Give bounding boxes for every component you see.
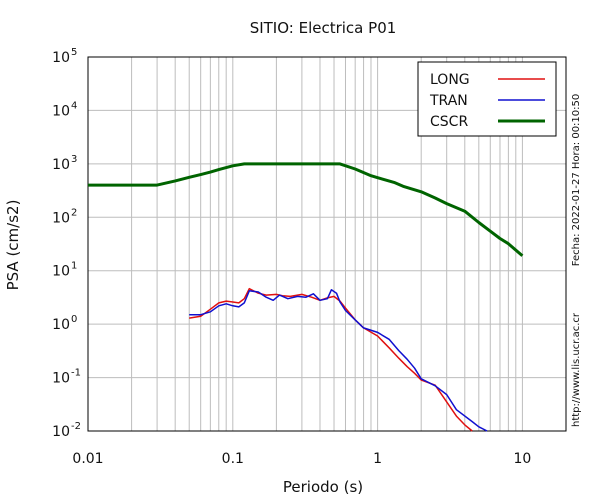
x-tick-label: 0.01 <box>72 451 103 467</box>
legend-label-tran: TRAN <box>429 93 468 109</box>
x-tick-label: 0.1 <box>222 451 244 467</box>
y-tick-exponent: 4 <box>71 100 77 111</box>
legend: LONG TRAN CSCR <box>417 61 557 137</box>
y-tick-label: 10 <box>52 424 70 440</box>
y-tick-exponent: 1 <box>71 261 77 272</box>
y-tick-label: 10 <box>52 210 70 226</box>
legend-label-long: LONG <box>430 72 470 88</box>
x-tick-label: 10 <box>513 451 531 467</box>
y-tick-label: 10 <box>52 157 70 173</box>
series-layer <box>88 162 524 432</box>
y-tick-exponent: 0 <box>71 314 77 325</box>
chart-title: SITIO: Electrica P01 <box>250 19 397 37</box>
y-tick-exponent: -1 <box>71 368 81 379</box>
legend-label-cscr: CSCR <box>430 114 468 130</box>
y-tick-label: 10 <box>52 371 70 387</box>
y-tick-exponent: 2 <box>71 207 77 218</box>
y-tick-label: 10 <box>52 103 70 119</box>
series-line-tran <box>189 289 488 432</box>
y-tick-exponent: 5 <box>71 47 77 58</box>
x-tick-label: 1 <box>373 451 382 467</box>
y-tick-label: 10 <box>52 317 70 333</box>
y-tick-label: 10 <box>52 264 70 280</box>
y-tick-label: 10 <box>52 50 70 66</box>
plot-frame <box>87 56 567 432</box>
date-time-annotation: Fecha: 2022-01-27 Hora: 00:10:50 <box>571 94 582 267</box>
series-line-cscr <box>88 162 524 257</box>
url-annotation: http://www.lis.ucr.ac.cr <box>571 312 582 427</box>
y-tick-exponent: -2 <box>71 421 81 432</box>
y-tick-exponent: 3 <box>71 154 77 165</box>
x-axis-label: Periodo (s) <box>283 478 363 496</box>
legend-box <box>417 61 557 137</box>
y-axis-label: PSA (cm/s2) <box>4 200 22 291</box>
